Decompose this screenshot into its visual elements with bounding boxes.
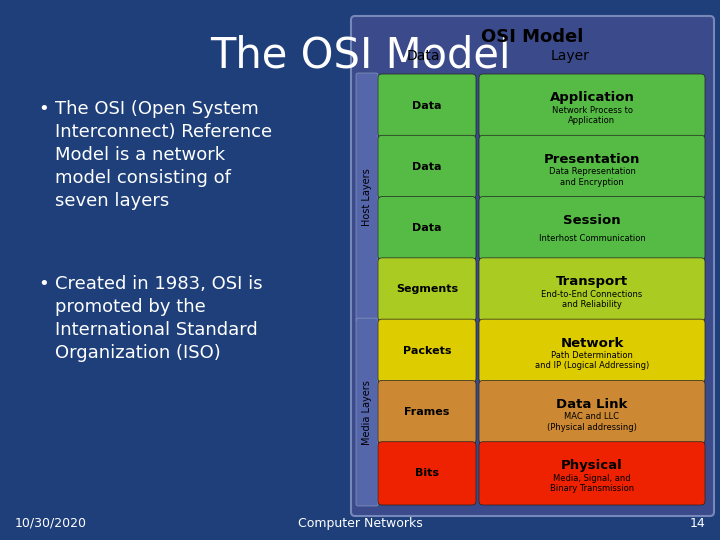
FancyBboxPatch shape	[351, 16, 714, 516]
FancyBboxPatch shape	[378, 442, 476, 505]
Text: The OSI (Open System
Interconnect) Reference
Model is a network
model consisting: The OSI (Open System Interconnect) Refer…	[55, 100, 272, 210]
FancyBboxPatch shape	[378, 74, 476, 137]
Text: Network Process to
Application: Network Process to Application	[552, 106, 632, 125]
Text: 10/30/2020: 10/30/2020	[15, 517, 87, 530]
Text: Segments: Segments	[396, 285, 458, 294]
Text: Bits: Bits	[415, 468, 439, 478]
FancyBboxPatch shape	[479, 442, 705, 505]
Text: Packets: Packets	[402, 346, 451, 356]
FancyBboxPatch shape	[378, 258, 476, 321]
Text: Path Determination
and IP (Logical Addressing): Path Determination and IP (Logical Addre…	[535, 351, 649, 370]
FancyBboxPatch shape	[479, 197, 705, 260]
Text: Data Representation
and Encryption: Data Representation and Encryption	[549, 167, 636, 187]
Text: Computer Networks: Computer Networks	[297, 517, 423, 530]
FancyBboxPatch shape	[356, 318, 378, 506]
Text: Interhost Communication: Interhost Communication	[539, 234, 645, 242]
Text: Network: Network	[560, 336, 624, 349]
FancyBboxPatch shape	[479, 136, 705, 199]
FancyBboxPatch shape	[356, 73, 378, 322]
Text: Media, Signal, and
Binary Transmission: Media, Signal, and Binary Transmission	[550, 474, 634, 493]
Text: Data: Data	[406, 49, 440, 63]
Text: Frames: Frames	[405, 407, 450, 417]
Text: Data: Data	[413, 100, 442, 111]
FancyBboxPatch shape	[378, 197, 476, 260]
Text: •: •	[38, 275, 49, 293]
FancyBboxPatch shape	[378, 380, 476, 444]
Text: The OSI Model: The OSI Model	[210, 35, 510, 77]
Text: Data Link: Data Link	[557, 398, 628, 411]
FancyBboxPatch shape	[479, 74, 705, 137]
Text: Physical: Physical	[561, 459, 623, 472]
Text: Transport: Transport	[556, 275, 628, 288]
Text: Data: Data	[413, 162, 442, 172]
Text: 14: 14	[689, 517, 705, 530]
Text: MAC and LLC
(Physical addressing): MAC and LLC (Physical addressing)	[547, 413, 637, 431]
Text: Data: Data	[413, 223, 442, 233]
FancyBboxPatch shape	[479, 319, 705, 382]
FancyBboxPatch shape	[479, 258, 705, 321]
Text: End-to-End Connections
and Reliability: End-to-End Connections and Reliability	[541, 290, 643, 309]
FancyBboxPatch shape	[479, 380, 705, 444]
Text: Media Layers: Media Layers	[362, 380, 372, 444]
FancyBboxPatch shape	[378, 319, 476, 382]
Text: Layer: Layer	[551, 49, 590, 63]
Text: Created in 1983, OSI is
promoted by the
International Standard
Organization (ISO: Created in 1983, OSI is promoted by the …	[55, 275, 263, 362]
Text: Session: Session	[563, 214, 621, 227]
Text: Application: Application	[549, 91, 634, 104]
Text: Presentation: Presentation	[544, 153, 640, 166]
Text: •: •	[38, 100, 49, 118]
Text: OSI Model: OSI Model	[481, 28, 584, 46]
FancyBboxPatch shape	[378, 136, 476, 199]
Text: Host Layers: Host Layers	[362, 168, 372, 226]
